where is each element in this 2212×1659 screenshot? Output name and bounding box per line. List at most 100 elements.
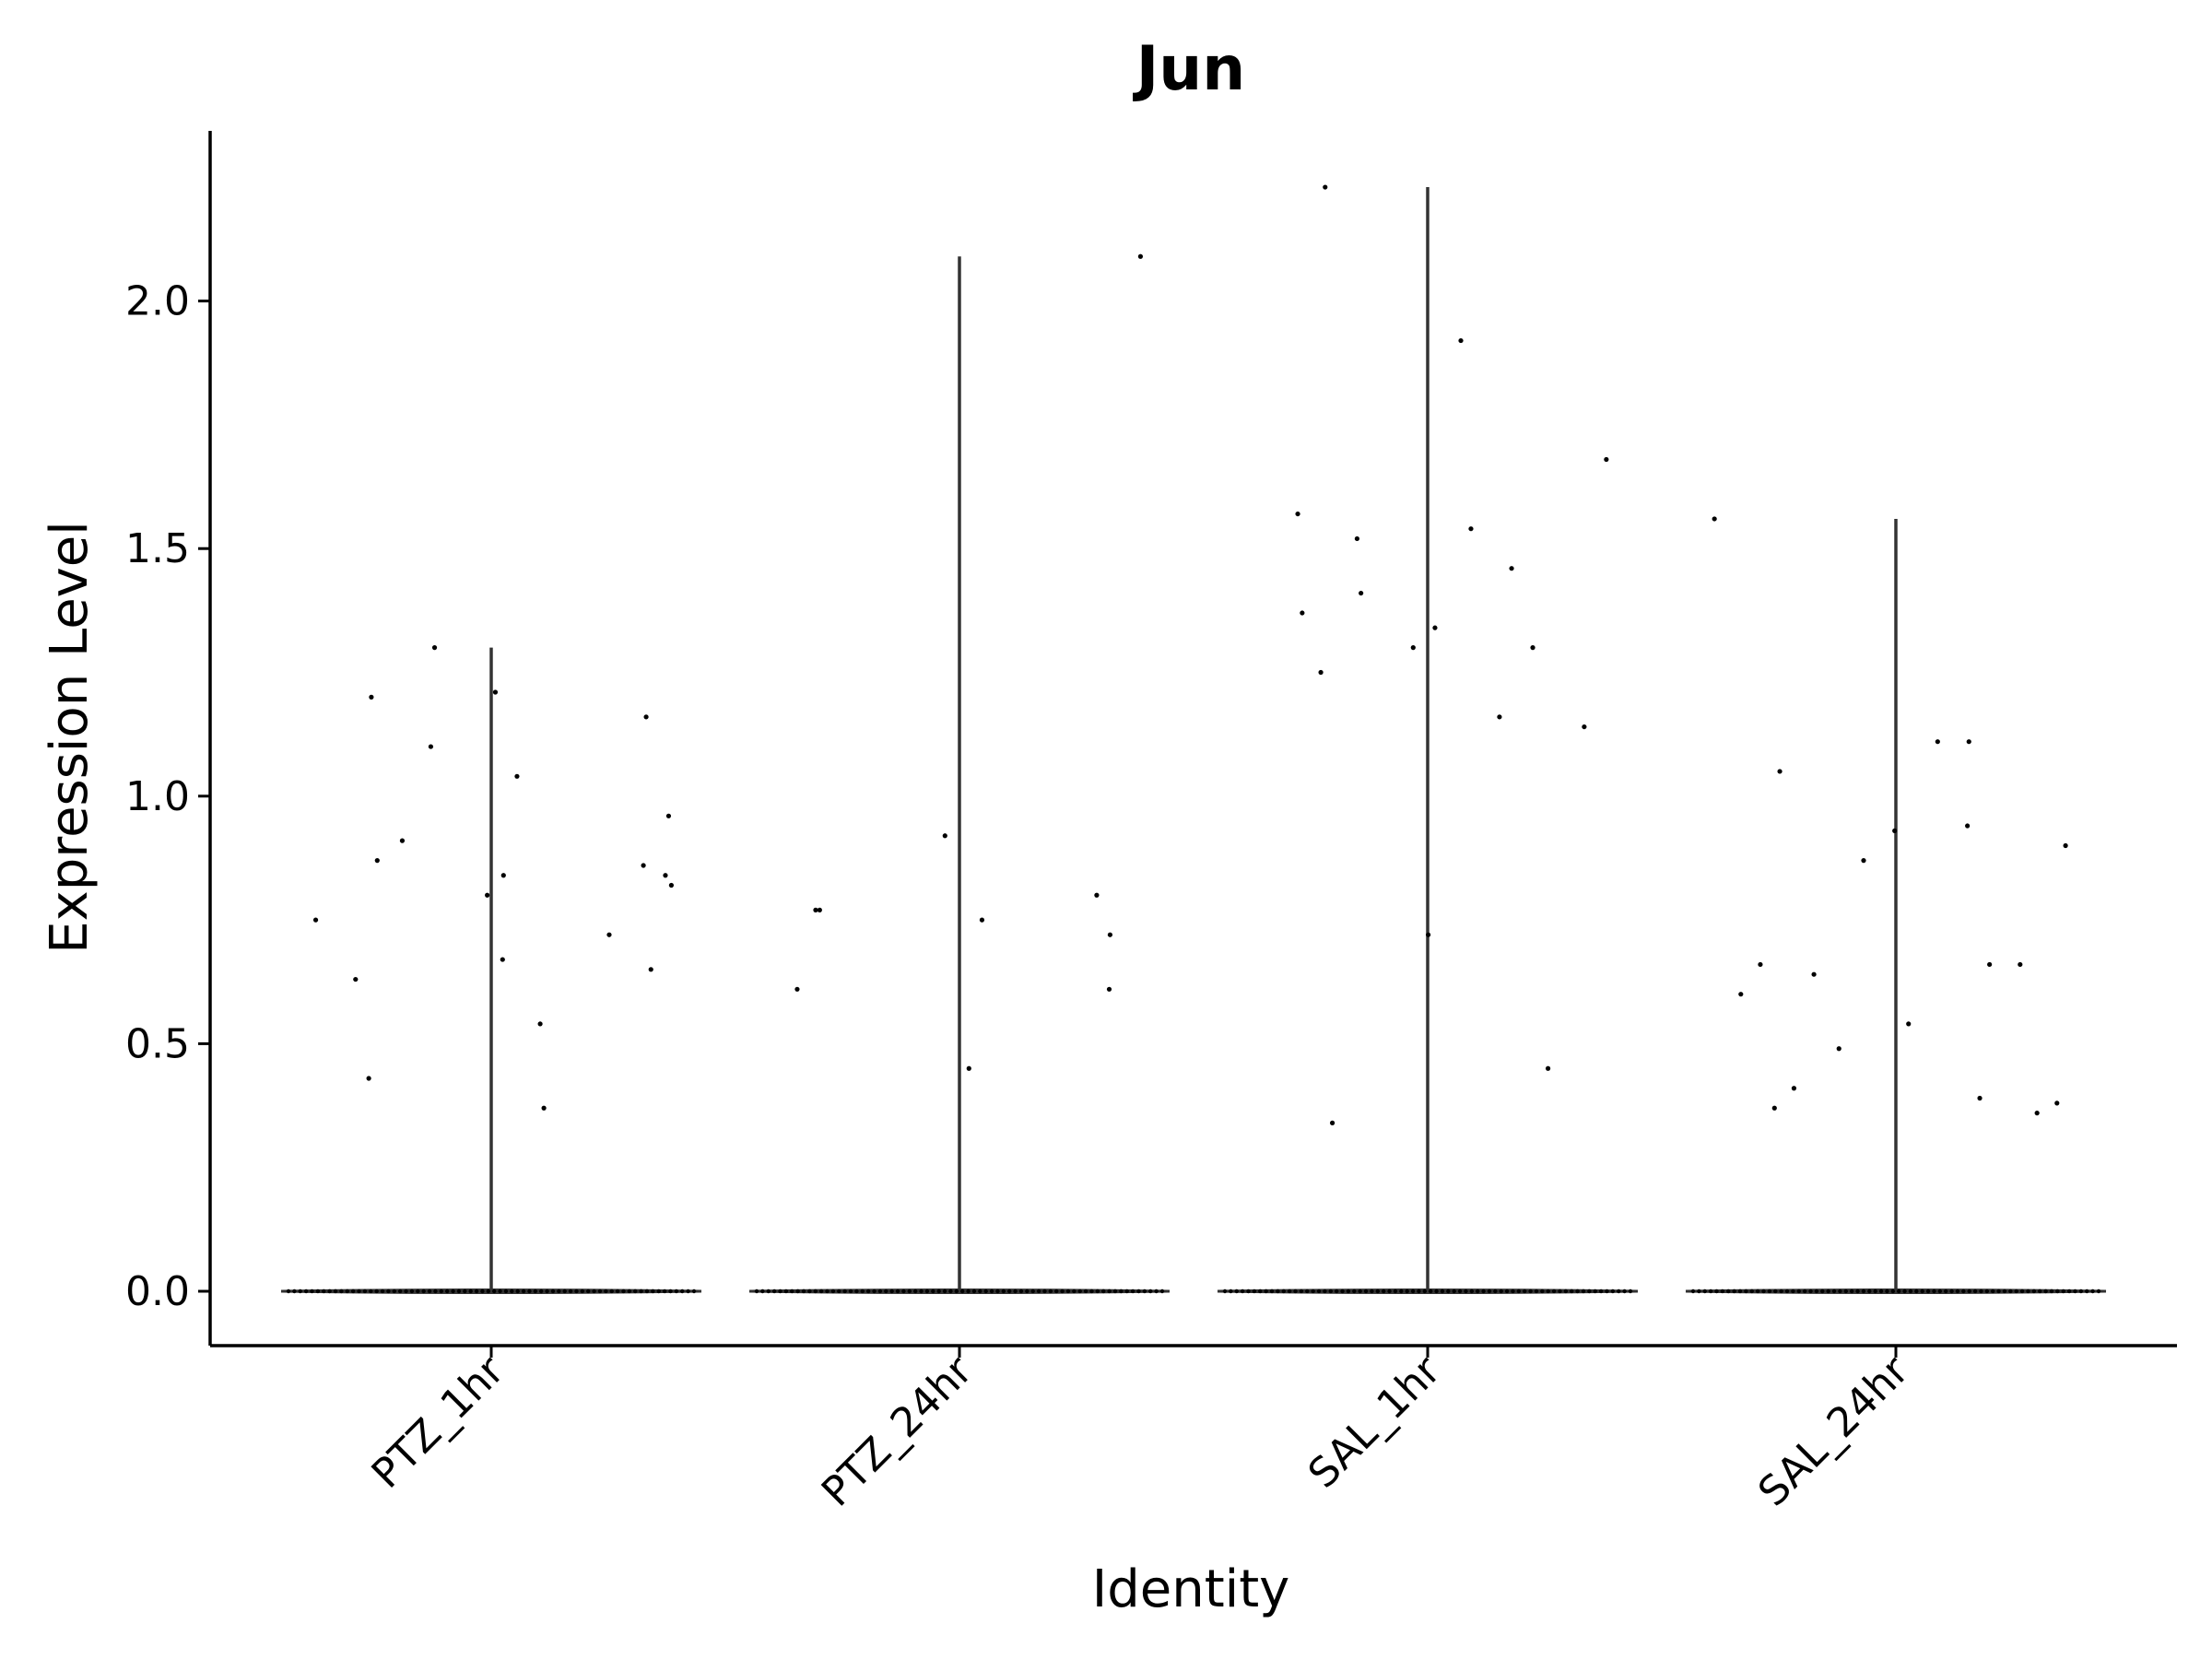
zero-point <box>837 1288 841 1294</box>
zero-point <box>2038 1288 2042 1294</box>
zero-point <box>1264 1288 1268 1294</box>
data-point <box>1530 645 1535 651</box>
zero-point <box>456 1288 462 1294</box>
data-point <box>643 714 649 720</box>
y-tick-label: 0.5 <box>125 1020 190 1067</box>
zero-point <box>1363 1288 1369 1294</box>
zero-point <box>2049 1288 2054 1294</box>
zero-point <box>1610 1288 1616 1294</box>
data-point <box>1906 1021 1912 1027</box>
zero-point <box>1949 1288 1954 1294</box>
zero-point <box>557 1288 561 1294</box>
chart-title: Jun <box>1133 33 1246 104</box>
zero-point <box>1702 1288 1707 1294</box>
zero-point <box>1961 1288 1966 1294</box>
zero-point <box>1861 1288 1866 1294</box>
zero-point <box>369 1288 373 1294</box>
zero-point <box>1885 1288 1889 1294</box>
data-point <box>1935 739 1940 745</box>
data-point <box>1497 714 1502 720</box>
zero-point <box>439 1288 443 1294</box>
zero-point <box>386 1288 391 1294</box>
zero-point <box>919 1288 924 1294</box>
zero-point <box>1867 1288 1872 1294</box>
data-point <box>1354 535 1360 542</box>
zero-point <box>2002 1288 2007 1294</box>
zero-point <box>580 1288 585 1294</box>
zero-point <box>936 1288 941 1294</box>
zero-point <box>1967 1288 1971 1294</box>
data-point <box>1892 828 1898 834</box>
zero-point <box>1352 1288 1357 1294</box>
y-tick-label: 1.5 <box>125 525 190 572</box>
zero-point <box>491 1288 497 1294</box>
zero-point <box>1873 1288 1877 1294</box>
zero-point <box>1984 1288 1990 1294</box>
zero-point <box>550 1288 556 1294</box>
zero-point <box>1826 1288 1830 1294</box>
zero-point <box>760 1288 765 1294</box>
zero-point <box>416 1288 420 1294</box>
data-point <box>428 744 434 749</box>
zero-point <box>404 1288 408 1294</box>
data-point <box>537 1021 543 1027</box>
zero-point <box>292 1288 297 1294</box>
zero-point <box>527 1288 532 1294</box>
data-point <box>1712 516 1717 522</box>
zero-point <box>860 1288 865 1294</box>
zero-point <box>1878 1288 1884 1294</box>
zero-point <box>615 1288 620 1294</box>
zero-point <box>498 1288 502 1294</box>
zero-point <box>1083 1288 1088 1294</box>
zero-point <box>1546 1288 1550 1294</box>
data-point <box>1106 986 1112 992</box>
zero-point <box>1690 1288 1696 1294</box>
zero-point <box>1972 1288 1978 1294</box>
zero-point <box>1422 1288 1428 1294</box>
data-point <box>1300 610 1305 616</box>
data-point <box>1791 1086 1797 1091</box>
zero-point <box>1119 1288 1124 1294</box>
data-point <box>2034 1111 2040 1116</box>
zero-point <box>1720 1288 1725 1294</box>
data-point <box>1861 858 1866 864</box>
zero-point <box>1323 1288 1327 1294</box>
zero-point <box>303 1288 309 1294</box>
zero-point <box>357 1288 361 1294</box>
zero-point <box>1025 1288 1030 1294</box>
data-point <box>1965 823 1971 829</box>
zero-point <box>1234 1288 1239 1294</box>
data-point <box>1323 184 1328 190</box>
zero-point <box>1048 1288 1053 1294</box>
zero-point <box>754 1288 759 1294</box>
zero-point <box>333 1288 338 1294</box>
zero-point <box>1481 1288 1486 1294</box>
data-point <box>648 967 653 972</box>
zero-point <box>1446 1288 1451 1294</box>
zero-point <box>444 1288 450 1294</box>
zero-point <box>1896 1288 1901 1294</box>
zero-point <box>2073 1288 2077 1294</box>
zero-point <box>783 1288 789 1294</box>
zero-point <box>533 1288 538 1294</box>
zero-point <box>2026 1288 2030 1294</box>
zero-point <box>656 1288 661 1294</box>
zero-point <box>1814 1288 1819 1294</box>
zero-point <box>1849 1288 1854 1294</box>
zero-point <box>1796 1288 1801 1294</box>
zero-point <box>1387 1288 1392 1294</box>
zero-point <box>2014 1288 2018 1294</box>
zero-point <box>586 1288 591 1294</box>
data-point <box>1295 511 1300 517</box>
zero-point <box>2078 1288 2084 1294</box>
data-point <box>966 1065 971 1071</box>
zero-point <box>503 1288 509 1294</box>
zero-point <box>1346 1288 1351 1294</box>
data-point <box>1604 456 1609 463</box>
zero-point <box>1523 1288 1527 1294</box>
data-point <box>1811 971 1817 977</box>
zero-point <box>1979 1288 1983 1294</box>
zero-point <box>854 1288 859 1294</box>
zero-point <box>350 1288 356 1294</box>
data-point <box>979 917 985 923</box>
